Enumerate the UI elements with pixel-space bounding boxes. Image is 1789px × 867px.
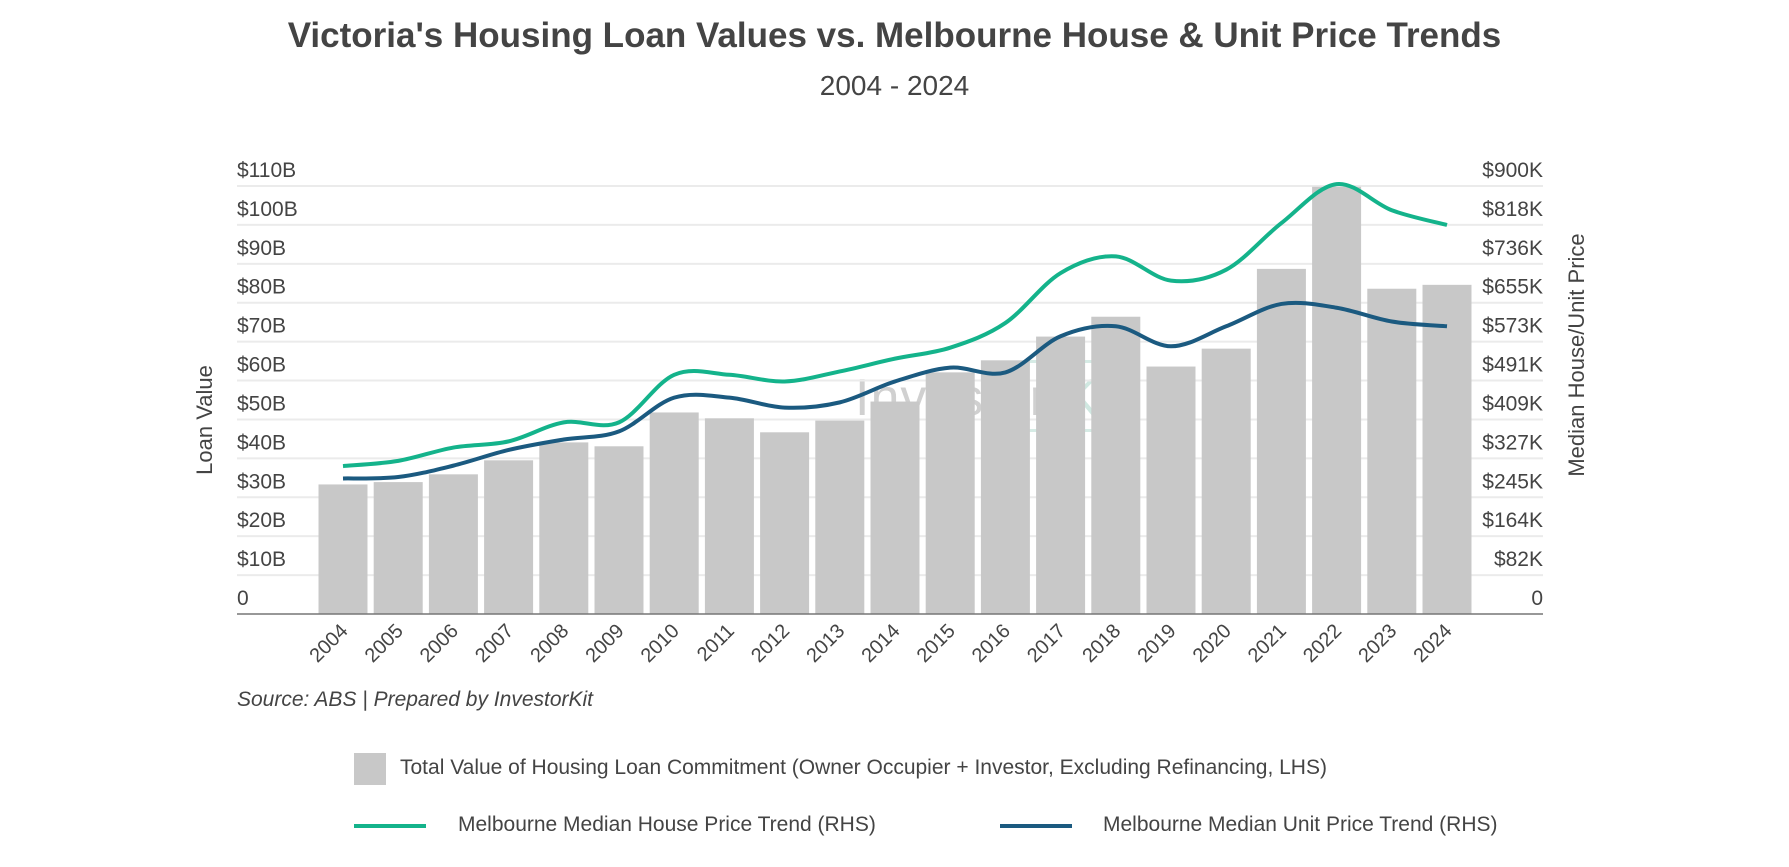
x-tick-label: 2010 xyxy=(637,620,684,667)
bar-2017 xyxy=(1036,336,1086,614)
bar-2016 xyxy=(980,360,1030,614)
chart-title: Victoria's Housing Loan Values vs. Melbo… xyxy=(287,16,1502,55)
x-tick-label: 2017 xyxy=(1023,620,1070,667)
bar-2015 xyxy=(925,372,975,614)
x-tick-label: 2013 xyxy=(802,620,849,667)
legend-label-unit: Melbourne Median Unit Price Trend (RHS) xyxy=(1103,813,1498,836)
x-tick-label: 2015 xyxy=(913,620,960,667)
bar-2011 xyxy=(704,418,754,614)
x-tick-label: 2014 xyxy=(858,620,905,667)
bar-2012 xyxy=(760,432,810,614)
source-note: Source: ABS | Prepared by InvestorKit xyxy=(237,688,594,711)
house-price-line xyxy=(342,182,1448,469)
chart-subtitle: 2004 - 2024 xyxy=(819,70,970,101)
y-tick-label: $80B xyxy=(237,276,286,299)
y2-tick-label: $900K xyxy=(1482,159,1543,182)
bar-2019 xyxy=(1146,366,1196,614)
y-tick-label: $50B xyxy=(237,392,286,415)
y2-tick-label: $491K xyxy=(1482,354,1543,377)
y2-axis-title: Median House/Unit Price xyxy=(1564,233,1589,476)
y2-tick-label: 0 xyxy=(1531,587,1543,610)
bar-2022 xyxy=(1312,186,1362,614)
bar-2024 xyxy=(1422,284,1472,614)
y2-tick-label: $82K xyxy=(1494,548,1543,571)
x-tick-label: 2024 xyxy=(1410,620,1457,667)
x-tick-label: 2012 xyxy=(747,620,794,667)
y-tick-label: $10B xyxy=(237,548,286,571)
x-tick-label: 2004 xyxy=(306,620,353,667)
bar-2004 xyxy=(318,484,368,614)
bar-2020 xyxy=(1201,348,1251,614)
y2-tick-label: $655K xyxy=(1482,276,1543,299)
x-tick-label: 2020 xyxy=(1189,620,1236,667)
y-axis-title: Loan Value xyxy=(192,365,217,475)
legend-label-loans: Total Value of Housing Loan Commitment (… xyxy=(400,756,1327,779)
y2-tick-label: $327K xyxy=(1482,431,1543,454)
bar-2006 xyxy=(428,474,478,614)
legend-swatch-unit xyxy=(1000,824,1072,828)
y-tick-label: $70B xyxy=(237,315,286,338)
x-tick-label: 2008 xyxy=(526,620,573,667)
bar-2009 xyxy=(594,446,644,614)
bar-2023 xyxy=(1367,288,1417,614)
unit-price-line xyxy=(342,300,1448,481)
x-tick-label: 2009 xyxy=(582,620,629,667)
y2-tick-label: $818K xyxy=(1482,198,1543,221)
x-tick-label: 2018 xyxy=(1078,620,1125,667)
bar-2013 xyxy=(815,420,865,614)
x-tick-label: 2021 xyxy=(1244,620,1291,667)
x-tick-label: 2023 xyxy=(1354,620,1401,667)
x-tick-label: 2007 xyxy=(471,620,518,667)
bar-2010 xyxy=(649,412,699,614)
bar-2008 xyxy=(539,442,589,614)
legend-swatch-bar xyxy=(354,753,386,785)
y2-tick-label: $736K xyxy=(1482,237,1543,260)
legend-label-house: Melbourne Median House Price Trend (RHS) xyxy=(458,813,876,836)
bar-2007 xyxy=(484,460,534,614)
y-tick-label: $110B xyxy=(237,159,296,182)
x-tick-label: 2011 xyxy=(693,620,739,666)
y-tick-label: 0 xyxy=(237,587,249,610)
y-tick-label: $100B xyxy=(237,198,298,221)
y-tick-label: $20B xyxy=(237,509,286,532)
bar-2005 xyxy=(373,482,423,614)
y2-tick-label: $164K xyxy=(1482,509,1543,532)
x-tick-label: 2005 xyxy=(361,620,408,667)
y2-tick-label: $409K xyxy=(1482,392,1543,415)
bar-2021 xyxy=(1256,268,1306,614)
y2-tick-label: $573K xyxy=(1482,315,1543,338)
y-tick-label: $90B xyxy=(237,237,286,260)
x-tick-label: 2016 xyxy=(968,620,1015,667)
y-tick-label: $30B xyxy=(237,470,286,493)
bar-2014 xyxy=(870,401,920,614)
y-tick-label: $60B xyxy=(237,354,286,377)
x-tick-label: 2006 xyxy=(416,620,463,667)
legend-swatch-house xyxy=(354,824,426,828)
x-tick-label: 2019 xyxy=(1134,620,1181,667)
y-tick-label: $40B xyxy=(237,431,286,454)
y2-tick-label: $245K xyxy=(1482,470,1543,493)
x-tick-label: 2022 xyxy=(1299,620,1346,667)
bar-2018 xyxy=(1091,316,1141,614)
